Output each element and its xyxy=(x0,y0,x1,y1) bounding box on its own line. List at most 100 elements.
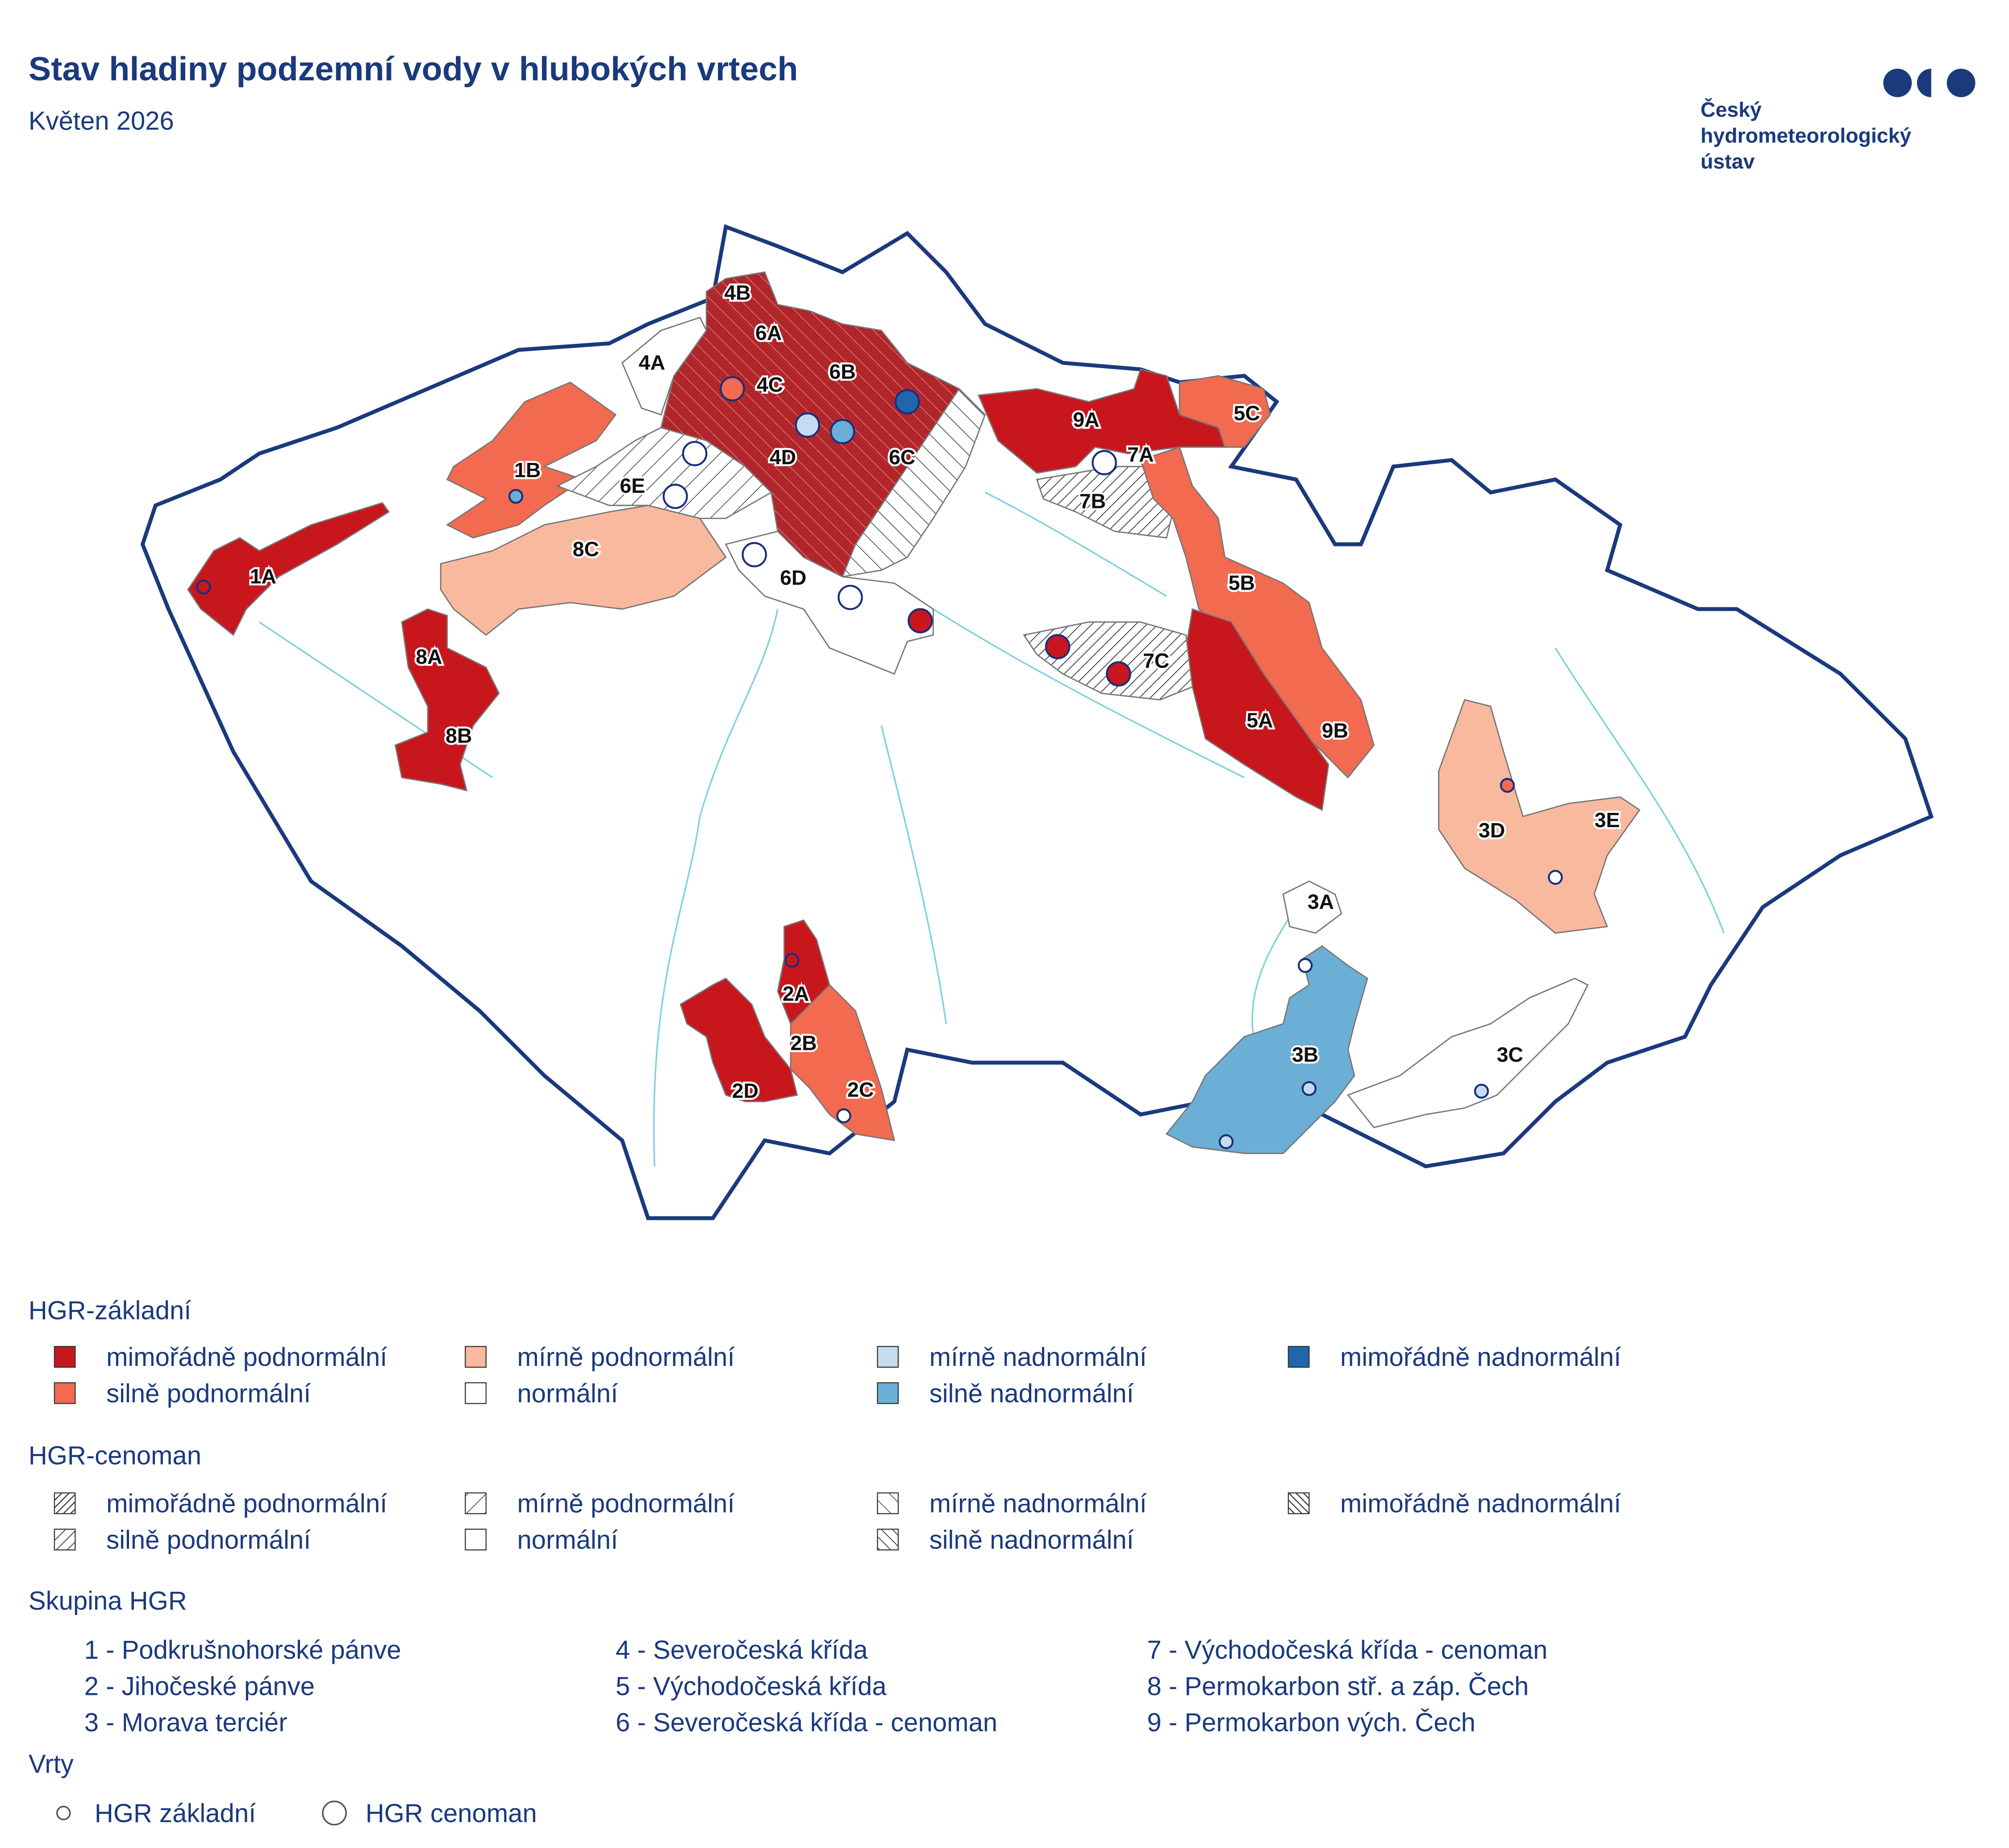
subtitle: Květen 2026 xyxy=(29,106,174,135)
legend-label: silně nadnormální xyxy=(929,1525,1134,1554)
well xyxy=(907,608,933,633)
well xyxy=(1092,450,1117,475)
legend-swatch xyxy=(465,1346,487,1368)
legend-swatch xyxy=(1288,1492,1310,1515)
region-label: 9B xyxy=(1322,719,1348,742)
legend-label: mírně podnormální xyxy=(517,1343,734,1372)
legend-swatch xyxy=(54,1492,76,1515)
well xyxy=(1301,1081,1317,1096)
region xyxy=(440,504,727,636)
region-label: 6D xyxy=(780,566,806,589)
map xyxy=(140,224,1934,1220)
well xyxy=(1474,1083,1489,1099)
well xyxy=(1297,958,1313,973)
well xyxy=(1218,1134,1234,1149)
region-label: 4B xyxy=(724,281,750,304)
legend-label: 8 - Permokarbon stř. a záp. Čech xyxy=(1147,1672,1529,1701)
river xyxy=(258,491,1725,1166)
legend-label: 9 - Permokarbon vých. Čech xyxy=(1147,1708,1475,1737)
legend-label: HGR cenoman xyxy=(366,1799,537,1828)
legend-label: 4 - Severočeská křída xyxy=(616,1636,868,1665)
well xyxy=(838,585,863,610)
legend-swatch xyxy=(465,1382,487,1404)
well xyxy=(742,542,767,567)
legend-label: 3 - Morava terciér xyxy=(84,1708,288,1737)
region-label: 6C xyxy=(889,445,915,469)
region xyxy=(841,387,986,578)
legend-swatch xyxy=(877,1528,899,1551)
logo-dot xyxy=(1917,68,1931,97)
well xyxy=(1548,870,1563,885)
legend-label: mírně nadnormální xyxy=(929,1489,1147,1518)
legend-title: HGR-cenoman xyxy=(29,1441,201,1470)
well xyxy=(1045,634,1071,660)
region-label: 5A xyxy=(1246,708,1273,732)
region-label: 7B xyxy=(1080,490,1106,513)
well xyxy=(1106,661,1131,687)
well xyxy=(1500,778,1515,793)
legend-symbol xyxy=(56,1806,71,1820)
legend-swatch xyxy=(54,1382,76,1404)
region-label: 3E xyxy=(1595,808,1620,832)
region-label: 8A xyxy=(416,645,442,668)
region-label: 1B xyxy=(514,458,541,482)
region xyxy=(1140,446,1375,779)
logo-text: Český xyxy=(1701,98,1762,121)
logo-text: hydrometeorologický xyxy=(1701,124,1911,147)
legend-label: 7 - Východočeská křída - cenoman xyxy=(1147,1636,1547,1665)
well xyxy=(663,483,688,509)
region-label: 6B xyxy=(829,360,855,383)
legend-label: silně podnormální xyxy=(106,1379,311,1408)
legend-label: mimořádně nadnormální xyxy=(1340,1343,1621,1372)
region-label: 3C xyxy=(1497,1043,1523,1066)
legend-swatch xyxy=(465,1492,487,1515)
legend-swatch xyxy=(465,1528,487,1551)
logo-dot xyxy=(1883,68,1912,97)
region-label: 9A xyxy=(1073,408,1099,431)
region-label: 7C xyxy=(1143,649,1169,672)
well xyxy=(795,412,821,438)
well xyxy=(720,376,745,402)
region-label: 4D xyxy=(770,445,796,469)
legend: mimořádně podnormální silně podnormální mí… xyxy=(54,1343,1621,1828)
legend-swatch xyxy=(1288,1346,1310,1368)
region-label: 6E xyxy=(620,474,645,497)
region xyxy=(555,427,772,519)
region-label: 3A xyxy=(1308,890,1334,913)
legend-swatch xyxy=(877,1346,899,1368)
legend-label: 5 - Východočeská křída xyxy=(616,1672,887,1701)
well xyxy=(508,489,524,504)
legend-swatch xyxy=(877,1492,899,1515)
region-label: 6A xyxy=(755,321,782,344)
legend-label: normální xyxy=(517,1379,618,1408)
well xyxy=(682,441,708,466)
legend-swatch xyxy=(54,1528,76,1551)
region-label: 8B xyxy=(446,724,472,747)
legend-label: silně podnormální xyxy=(106,1525,311,1554)
region-label: 5B xyxy=(1229,571,1255,595)
region-labels: 1A 1B 2A 2B 2C 2D 3A 3B 3C 3D 3E 4A 4B 4C 4D 5A 5B 5C 6A 6B… xyxy=(248,279,1621,1104)
well xyxy=(836,1108,851,1124)
region xyxy=(1346,978,1589,1128)
region xyxy=(187,502,390,636)
region-label: 2B xyxy=(790,1031,817,1054)
logo: Český hydrometeorologický ústav xyxy=(1701,68,1976,173)
legend-label: mimořádně podnormální xyxy=(106,1343,387,1372)
title: Stav hladiny podzemní vody v hlubokých v… xyxy=(29,50,798,87)
region-label: 5C xyxy=(1234,401,1260,425)
region xyxy=(1438,699,1641,934)
legend-swatch xyxy=(54,1346,76,1368)
legend-label: 6 - Severočeská křída - cenoman xyxy=(616,1708,997,1737)
region xyxy=(790,984,896,1141)
region-label: 4A xyxy=(639,351,665,374)
well xyxy=(196,579,211,595)
logo-dot xyxy=(1946,68,1976,97)
region-label: 8C xyxy=(573,537,599,561)
region xyxy=(1179,375,1271,448)
region xyxy=(621,316,707,416)
region xyxy=(1282,880,1342,934)
well xyxy=(784,953,800,968)
region xyxy=(679,978,798,1103)
legend-label: mimořádně nadnormální xyxy=(1340,1489,1621,1518)
region-label: 1A xyxy=(250,565,276,588)
